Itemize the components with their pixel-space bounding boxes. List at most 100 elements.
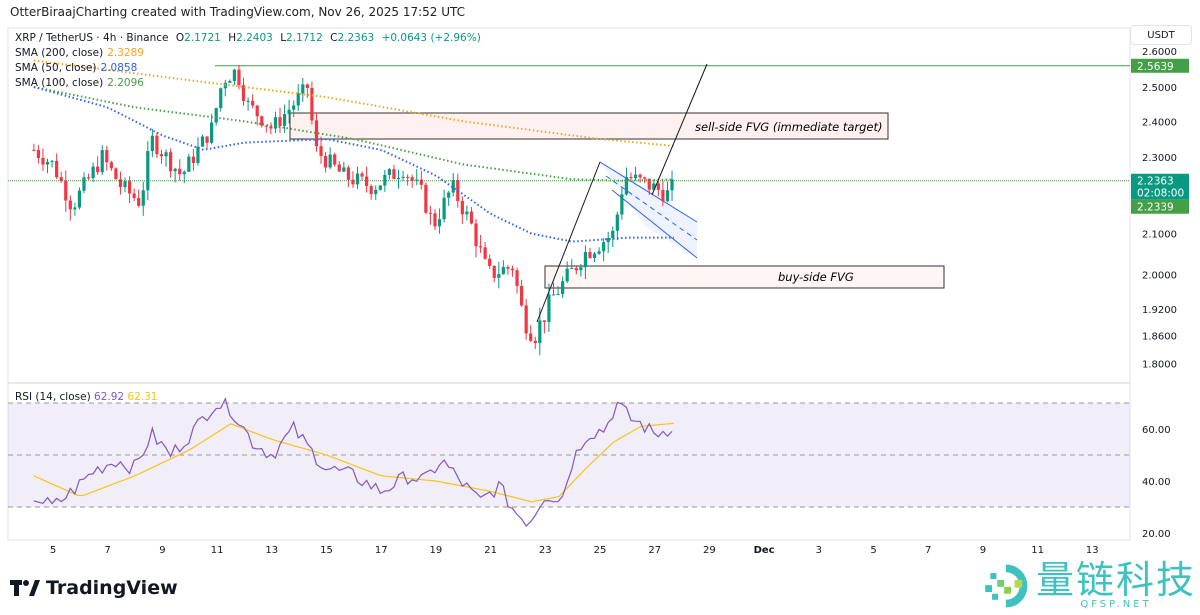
candle-body <box>59 177 63 181</box>
candle-body <box>96 166 100 173</box>
candle-body <box>278 117 282 126</box>
candle-body <box>547 294 551 323</box>
candle-body <box>282 114 287 126</box>
candle-body <box>433 213 437 227</box>
candle-body <box>219 88 223 109</box>
candle-body <box>323 155 328 168</box>
candle-body <box>565 268 569 282</box>
candle-body <box>369 186 373 195</box>
rsi-tick-label: 40.00 <box>1142 477 1171 488</box>
candle-body <box>451 179 455 193</box>
price-tick-label: 1.8600 <box>1142 332 1177 343</box>
candle-body <box>169 152 173 172</box>
channel-mid <box>605 175 698 241</box>
candle-body <box>396 177 401 179</box>
candle-body <box>561 281 565 295</box>
candle-body <box>77 190 82 208</box>
candle-body <box>200 136 205 147</box>
candle-body <box>670 179 674 191</box>
candle-body <box>378 185 382 190</box>
candle-body <box>615 214 619 231</box>
close-value: 2.2363 <box>337 32 375 44</box>
candle-body <box>406 176 410 178</box>
candle-body <box>273 117 278 129</box>
candle-body <box>260 116 264 126</box>
candle-body <box>419 179 423 185</box>
chart-credit: OtterBiraajCharting created with Trading… <box>10 5 466 19</box>
time-tick-label: 17 <box>375 545 388 556</box>
candle-body <box>638 174 642 178</box>
sma50-value: 2.0858 <box>100 62 138 74</box>
low-label: L <box>280 32 287 44</box>
time-tick-label: Dec <box>754 545 775 556</box>
candle-body <box>538 320 542 344</box>
rsi-tick-label: 60.00 <box>1142 425 1171 436</box>
sma50-legend[interactable]: SMA (50, close) 2.0858 <box>15 61 485 76</box>
candle-body <box>519 285 524 306</box>
candle-body <box>570 268 574 270</box>
sma-price-tag-bg <box>1131 199 1189 214</box>
candle-body <box>241 85 246 101</box>
price-tick-label: 2.6000 <box>1142 47 1177 58</box>
candle-body <box>437 219 442 227</box>
candle-body <box>164 152 168 157</box>
symbol-label[interactable]: XRP / TetherUS · 4h · Binance <box>15 32 169 44</box>
sma200-label: SMA (200, close) <box>15 47 104 59</box>
candle-body <box>515 270 519 286</box>
time-tick-label: 27 <box>648 545 661 556</box>
candle-body <box>41 157 45 165</box>
time-tick-label: 15 <box>320 545 333 556</box>
candle-body <box>100 150 104 173</box>
sma100-value: 2.2096 <box>107 77 144 89</box>
candle-body <box>661 189 665 202</box>
candle-body <box>251 100 255 106</box>
sma100-legend[interactable]: SMA (100, close) 2.2096 <box>15 76 485 91</box>
candle-body <box>86 177 91 179</box>
time-tick-label: 7 <box>925 545 931 556</box>
rsi-legend[interactable]: RSI (14, close) 62.92 62.31 <box>15 391 157 403</box>
time-tick-label: 7 <box>105 545 111 556</box>
rsi-tick-label: 20.00 <box>1142 529 1171 540</box>
candle-body <box>529 333 533 341</box>
candle-body <box>620 194 624 215</box>
candle-body <box>456 179 460 201</box>
chart-legend: XRP / TetherUS · 4h · Binance O2.1721 H2… <box>15 31 485 91</box>
candle-body <box>606 238 610 243</box>
tradingview-logo-icon <box>10 580 40 596</box>
candle-body <box>301 84 305 94</box>
candle-body <box>32 149 36 151</box>
candle-body <box>187 156 191 172</box>
candle-body <box>159 154 164 157</box>
last-price-tag: 2.2363 <box>1137 176 1174 188</box>
candle-body <box>574 268 578 271</box>
candle-body <box>602 242 606 252</box>
candle-body <box>611 230 615 239</box>
price-tick-label: 1.9200 <box>1142 305 1177 316</box>
candle-body <box>182 171 186 175</box>
candle-body <box>624 177 629 195</box>
impulse-line <box>536 161 601 323</box>
projection-line <box>651 63 708 196</box>
sma200-legend[interactable]: SMA (200, close) 2.3289 <box>15 46 485 61</box>
candle-body <box>351 179 355 185</box>
candle-body <box>155 135 159 155</box>
candle-body <box>488 258 492 266</box>
price-tick-label: 2.4000 <box>1142 117 1177 128</box>
candle-body <box>556 294 560 296</box>
price-tick-label: 1.8000 <box>1142 359 1177 370</box>
price-tick-label: 2.1000 <box>1142 230 1177 241</box>
candle-body <box>542 320 546 323</box>
rsi-ma-value: 62.31 <box>127 391 158 403</box>
candle-body <box>337 164 341 172</box>
candle-body <box>510 268 515 271</box>
candle-body <box>123 181 127 188</box>
candle-body <box>355 173 360 185</box>
level-price-tag-bg <box>1131 58 1189 73</box>
candle-body <box>392 169 396 179</box>
tradingview-logo: TradingView <box>10 577 178 599</box>
candle-body <box>346 167 350 180</box>
last-price-tag-bg <box>1131 173 1189 200</box>
currency-button[interactable]: USDT <box>1130 25 1192 45</box>
open-value: 2.1721 <box>184 32 221 44</box>
